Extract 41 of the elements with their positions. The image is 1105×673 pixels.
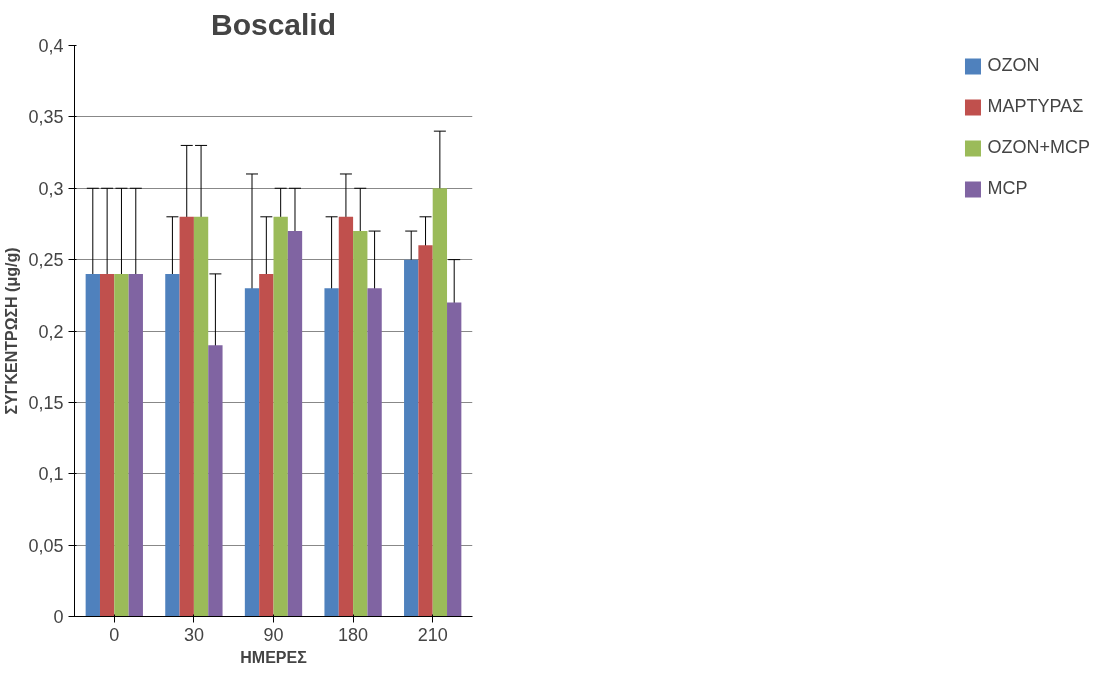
bar — [244, 288, 260, 617]
bar — [165, 273, 180, 617]
bar — [338, 216, 354, 617]
bar — [432, 188, 448, 617]
bar — [324, 288, 339, 617]
y-tick-label: 0,3 — [38, 178, 64, 199]
bar — [99, 273, 115, 617]
y-tick-label: 0,15 — [28, 392, 64, 413]
bar — [447, 302, 462, 617]
bar — [85, 273, 100, 617]
y-tick-label: 0,05 — [28, 535, 64, 556]
legend-label: MCP — [987, 178, 1028, 199]
y-tick-label: 0,25 — [28, 250, 64, 271]
x-tick-label: 30 — [183, 624, 204, 645]
legend-label: OZON — [987, 55, 1040, 76]
bar — [404, 259, 419, 617]
x-tick-label: 0 — [109, 624, 120, 645]
y-tick-label: 0,1 — [38, 464, 64, 485]
y-tick-label: 0 — [53, 607, 64, 627]
bar — [353, 231, 368, 617]
bar — [114, 273, 129, 617]
y-axis-title: ΣΥΓΚΕΝΤΡΩΣΗ (μg/g) — [3, 247, 21, 415]
y-tick-label: 0,35 — [28, 107, 64, 128]
x-tick-label: 90 — [263, 624, 284, 645]
bar — [128, 273, 143, 617]
bar — [179, 216, 194, 617]
x-tick-label: 210 — [417, 624, 448, 645]
x-tick-label: 180 — [338, 624, 369, 645]
x-axis-title: ΗΜΕΡΕΣ — [240, 648, 308, 666]
bar — [418, 245, 433, 617]
legend-label: OZON+MCP — [987, 137, 1090, 158]
bar — [273, 216, 288, 617]
bar — [208, 345, 223, 617]
y-tick-label: 0,2 — [38, 321, 64, 342]
chart-title: Boscalid — [210, 7, 337, 41]
legend-label: ΜΑΡΤΥΡΑΣ — [987, 96, 1084, 117]
bar — [287, 231, 303, 617]
bar — [193, 216, 209, 617]
y-tick-label: 0,4 — [38, 36, 64, 56]
bar — [367, 288, 382, 617]
bar — [259, 273, 274, 617]
